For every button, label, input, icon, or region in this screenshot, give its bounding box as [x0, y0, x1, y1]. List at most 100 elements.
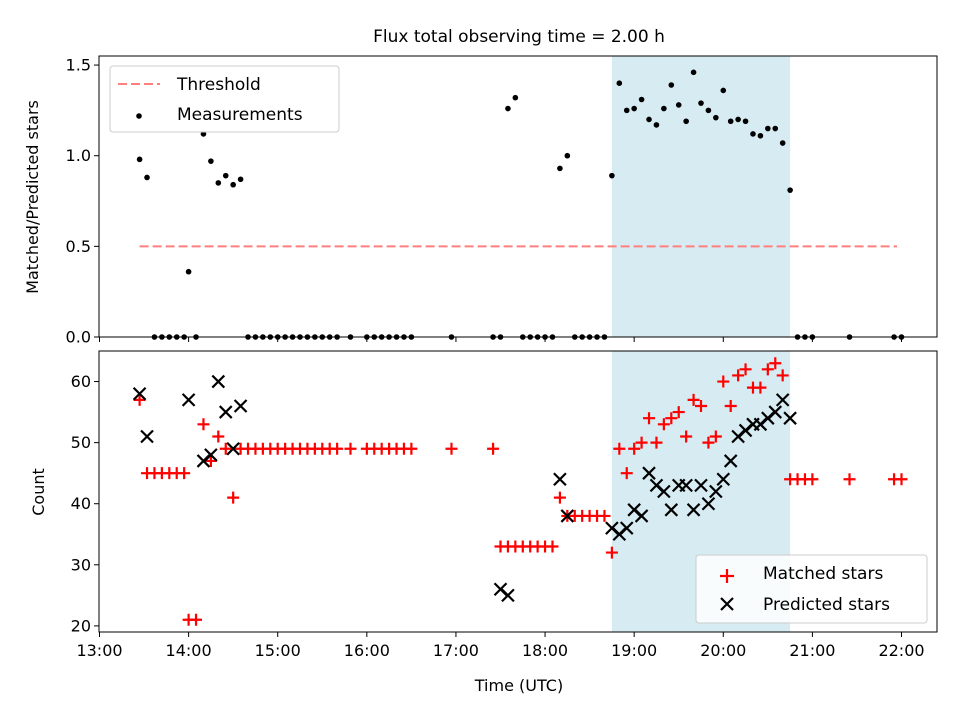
measurement-point [765, 125, 771, 132]
predicted-star-point [679, 478, 693, 493]
matched-star-point [739, 363, 752, 376]
matched-star-point [895, 473, 908, 486]
predicted-star-point [694, 478, 708, 493]
measurement-point [698, 100, 704, 106]
predicted-star-point [768, 405, 783, 419]
matched-star-point [672, 406, 685, 419]
x-tick-label: 16:00 [344, 641, 390, 660]
predicted-stars-points [132, 374, 797, 603]
top-axes-frame [98, 55, 938, 338]
measurement-point [779, 140, 786, 146]
y-tick-label: 1.5 [66, 56, 91, 75]
measurement-point [675, 102, 682, 108]
predicted-star-point [664, 503, 679, 517]
y-tick-label: 0.0 [66, 328, 91, 347]
predicted-star-point [716, 472, 731, 487]
measurement-point [690, 69, 697, 76]
threshold-legend-label: Threshold [176, 75, 261, 95]
matched-star-point [754, 381, 767, 394]
measurement-point [505, 105, 511, 112]
matched-star-point [190, 613, 203, 626]
matched-stars-points [133, 357, 908, 626]
bottom-y-axis-label: Count [29, 468, 48, 516]
y-tick-label: 60 [71, 372, 91, 391]
measurement-point [653, 122, 660, 128]
top-points [136, 69, 905, 340]
measurement-point [661, 105, 667, 112]
measurement-point [144, 174, 150, 181]
matched-star-point [219, 442, 232, 455]
matched-star-point [487, 442, 500, 455]
measurement-point [564, 152, 571, 159]
predicted-star-point [701, 496, 716, 511]
x-tick-label: 21:00 [789, 641, 835, 660]
predicted-star-point [553, 472, 567, 487]
measurement-point [742, 118, 749, 125]
matched-star-point [628, 442, 641, 455]
matched-star-point [657, 418, 670, 431]
measurement-point [222, 172, 229, 179]
matched-star-point [643, 412, 656, 425]
matched-star-point [620, 467, 633, 480]
measurement-point [787, 187, 793, 193]
top-highlight-region [611, 56, 791, 337]
predicted-star-point [723, 454, 738, 468]
x-tick-label: 15:00 [255, 641, 301, 660]
y-tick-label: 40 [71, 494, 91, 513]
top-legend: Threshold Measurements [109, 65, 340, 133]
predicted-stars-legend-label: Predicted stars [763, 595, 890, 615]
predicted-star-point [686, 503, 701, 517]
measurement-point [230, 181, 236, 188]
measurement-point [215, 180, 222, 186]
x-tick-label: 14:00 [166, 641, 212, 660]
matched-stars-legend-label: Matched stars [763, 564, 883, 584]
predicted-star-point [211, 374, 226, 389]
matched-star-point [133, 393, 146, 406]
measurement-point [772, 125, 779, 132]
matched-star-point [702, 436, 715, 449]
matched-star-point [665, 412, 678, 425]
bottom-x-axis-ticks: 13:00 14:00 15:00 16:00 17:00 18:00 19:00 20:00… [76, 632, 925, 660]
predicted-star-point [132, 386, 147, 401]
measurement-point [200, 131, 207, 137]
matched-star-point [769, 357, 782, 370]
measurement-point [208, 158, 214, 164]
matched-star-point [687, 393, 700, 406]
matched-star-point [843, 473, 856, 486]
matched-stars-legend-swatch [720, 569, 734, 583]
matched-star-point [761, 363, 774, 376]
matched-star-point [178, 467, 191, 480]
matched-star-point [546, 540, 559, 553]
y-tick-label: 20 [71, 616, 91, 635]
measurement-point [750, 131, 756, 137]
top-y-axis-label: Matched/Predicted stars [23, 100, 42, 294]
measurements-legend-swatch [136, 113, 142, 119]
measurement-point [735, 116, 741, 123]
bottom-panel: 20 30 40 50 60 13:00 14:00 15:00 16:00 17:00 18:0… [29, 350, 938, 695]
x-tick-label: 17:00 [433, 641, 479, 660]
x-tick-label: 22:00 [878, 641, 924, 660]
matched-star-point [776, 369, 789, 382]
measurement-point [668, 82, 675, 88]
measurement-point [638, 96, 645, 103]
predicted-star-point [709, 484, 723, 499]
matched-star-point [344, 442, 357, 455]
matched-star-point [680, 430, 693, 443]
measurement-point [727, 118, 734, 125]
x-tick-label: 19:00 [611, 641, 657, 660]
predicted-star-point [783, 411, 797, 425]
top-panel: 0.0 0.5 1.0 1.5 Matched/Predicted stars Thr… [23, 55, 938, 347]
matched-star-point [650, 436, 663, 449]
x-axis-label: Time (UTC) [474, 676, 563, 695]
measurement-point [646, 116, 652, 123]
y-tick-label: 30 [71, 555, 91, 574]
matched-star-point [197, 418, 210, 431]
predicted-star-point [140, 429, 154, 444]
predicted-star-point [181, 393, 196, 407]
measurement-point [720, 87, 727, 94]
y-tick-label: 0.5 [66, 237, 91, 256]
measurement-point [757, 132, 764, 139]
matched-star-point [732, 369, 745, 382]
y-tick-label: 50 [71, 433, 91, 452]
